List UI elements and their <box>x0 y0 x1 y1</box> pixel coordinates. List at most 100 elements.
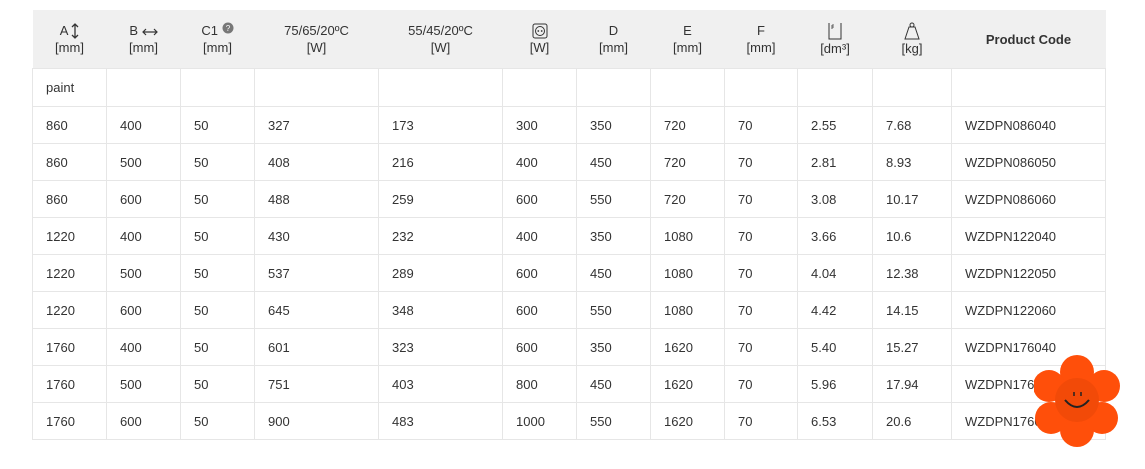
table-cell: 1220 <box>32 217 107 255</box>
column-header: [W] <box>502 10 577 69</box>
svg-text:?: ? <box>225 24 230 33</box>
table-cell: 1220 <box>32 291 107 329</box>
table-row: 860 600 50 488 259 600 550 720 70 3.08 10.17 WZDPN0… <box>32 180 1106 218</box>
table-cell: 1760 <box>32 402 107 440</box>
table-cell: 500 <box>106 365 181 403</box>
table-cell: 500 <box>106 254 181 292</box>
help-icon[interactable]: ? <box>218 22 234 38</box>
table-row: 1760 600 50 900 483 1000 550 1620 70 6.53 20.6 WZDP… <box>32 402 1106 440</box>
table-cell: 403 <box>378 365 503 403</box>
table-cell: 20.6 <box>872 402 952 440</box>
table-cell: 70 <box>724 143 798 181</box>
table-cell: 50 <box>180 106 255 144</box>
table-cell: 600 <box>106 180 181 218</box>
table-cell: 7.68 <box>872 106 952 144</box>
column-header: C1 ? [mm] <box>180 10 255 69</box>
header-label: B <box>129 23 139 38</box>
table-cell: 537 <box>254 254 379 292</box>
water-volume-icon <box>828 22 842 40</box>
table-cell: 70 <box>724 365 798 403</box>
table-cell: 900 <box>254 402 379 440</box>
table-row: 860 500 50 408 216 400 450 720 70 2.81 8.93 WZDPN08… <box>32 143 1106 181</box>
table-cell: 300 <box>502 106 577 144</box>
table-cell: 488 <box>254 180 379 218</box>
table-cell: 50 <box>180 402 255 440</box>
table-cell: WZDPN122050 <box>951 254 1106 292</box>
header-unit: [mm] <box>746 40 776 55</box>
column-header: [dm³] <box>797 10 873 69</box>
header-label: D <box>608 23 619 38</box>
table-cell: 5.40 <box>797 328 873 366</box>
table-cell: 550 <box>576 180 651 218</box>
table-row: 1220 600 50 645 348 600 550 1080 70 4.42 14.15 WZDP… <box>32 291 1106 329</box>
table-cell: 550 <box>576 291 651 329</box>
table-cell: 348 <box>378 291 503 329</box>
column-header: A [mm] <box>32 10 107 69</box>
table-cell: 450 <box>576 254 651 292</box>
table-cell: 751 <box>254 365 379 403</box>
table-cell: 4.42 <box>797 291 873 329</box>
table-cell: 327 <box>254 106 379 144</box>
chat-widget-flower-icon[interactable] <box>1034 352 1120 448</box>
table-cell: 350 <box>576 328 651 366</box>
table-cell: 1760 <box>32 365 107 403</box>
table-cell: 1000 <box>502 402 577 440</box>
table-cell: 50 <box>180 254 255 292</box>
header-label: 75/65/20ºC <box>284 23 349 38</box>
table-cell: 1220 <box>32 254 107 292</box>
table-cell: 50 <box>180 143 255 181</box>
table-cell: 1620 <box>650 402 725 440</box>
table-row: 1220 400 50 430 232 400 350 1080 70 3.66 10.6 WZDPN… <box>32 217 1106 255</box>
power-socket-icon <box>532 23 548 39</box>
table-cell: 70 <box>724 106 798 144</box>
table-cell: 720 <box>650 180 725 218</box>
table-cell: 1620 <box>650 328 725 366</box>
table-cell: 350 <box>576 106 651 144</box>
table-cell: 12.38 <box>872 254 952 292</box>
table-cell: 600 <box>502 180 577 218</box>
column-header: 75/65/20ºC [W] <box>254 10 379 69</box>
header-unit: [W] <box>306 40 327 55</box>
table-cell: 70 <box>724 180 798 218</box>
table-cell: 173 <box>378 106 503 144</box>
empty-cell <box>180 68 255 107</box>
table-cell: WZDPN176040 <box>951 328 1106 366</box>
table-cell: 1760 <box>32 328 107 366</box>
empty-cell <box>650 68 725 107</box>
table-cell: 289 <box>378 254 503 292</box>
table-cell: 400 <box>502 217 577 255</box>
table-cell: 1620 <box>650 365 725 403</box>
header-unit: [kg] <box>901 40 923 56</box>
empty-cell <box>951 68 1106 107</box>
column-header: D [mm] <box>576 10 651 69</box>
table-cell: 720 <box>650 143 725 181</box>
column-header: E [mm] <box>650 10 725 69</box>
table-cell: 400 <box>106 106 181 144</box>
table-row: 1760 500 50 751 403 800 450 1620 70 5.96 17.94 WZDP… <box>32 365 1106 403</box>
table-cell: 720 <box>650 106 725 144</box>
table-cell: 15.27 <box>872 328 952 366</box>
empty-cell <box>724 68 798 107</box>
header-label: F <box>757 23 765 38</box>
header-unit: [mm] <box>129 40 158 55</box>
table-cell: 400 <box>502 143 577 181</box>
vertical-arrow-icon <box>68 23 80 40</box>
table-cell: 400 <box>106 217 181 255</box>
table-cell: 70 <box>724 328 798 366</box>
table-row: 1220 500 50 537 289 600 450 1080 70 4.04 12.38 WZDP… <box>32 254 1106 292</box>
table-cell: 3.08 <box>797 180 873 218</box>
table-cell: 600 <box>502 291 577 329</box>
header-unit: [W] <box>430 40 451 55</box>
empty-cell <box>576 68 651 107</box>
header-unit: [mm] <box>55 40 84 56</box>
table-cell: 70 <box>724 217 798 255</box>
table-cell: 601 <box>254 328 379 366</box>
empty-cell <box>378 68 503 107</box>
table-cell: 6.53 <box>797 402 873 440</box>
table-cell: 50 <box>180 291 255 329</box>
table-cell: 4.04 <box>797 254 873 292</box>
table-cell: 323 <box>378 328 503 366</box>
table-cell: 17.94 <box>872 365 952 403</box>
empty-cell <box>872 68 952 107</box>
table-cell: 600 <box>106 402 181 440</box>
